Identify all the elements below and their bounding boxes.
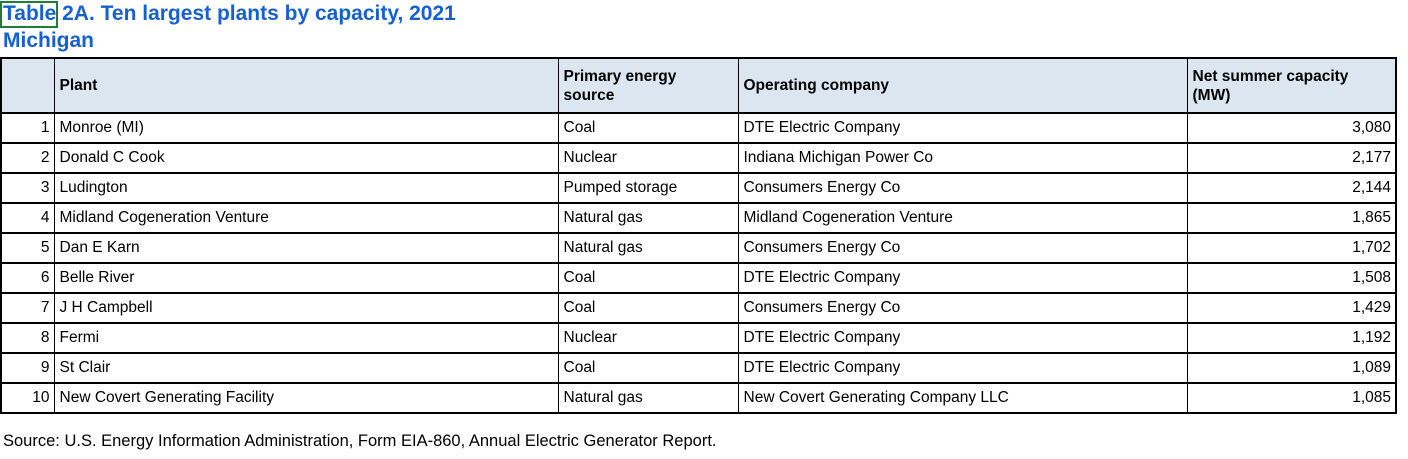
table-row: 3 Ludington Pumped storage Consumers Ene… — [0, 172, 1397, 204]
cell-plant: Belle River — [53, 262, 559, 294]
cell-plant: Monroe (MI) — [53, 112, 559, 144]
cell-energy-source: Coal — [557, 292, 739, 324]
cell-plant: Fermi — [53, 322, 559, 354]
cell-rank: 6 — [0, 262, 55, 294]
cell-plant: Donald C Cook — [53, 142, 559, 174]
cell-rank: 3 — [0, 172, 55, 204]
cell-operating-company: Consumers Energy Co — [737, 172, 1188, 204]
cell-capacity: 1,508 — [1186, 262, 1397, 294]
cell-plant: New Covert Generating Facility — [53, 382, 559, 414]
cell-operating-company: DTE Electric Company — [737, 322, 1188, 354]
table-row: 1 Monroe (MI) Coal DTE Electric Company … — [0, 112, 1397, 144]
cell-capacity: 1,085 — [1186, 382, 1397, 414]
cell-energy-source: Natural gas — [557, 232, 739, 264]
cell-energy-source: Natural gas — [557, 202, 739, 234]
title-block: Table 2A. Ten largest plants by capacity… — [3, 0, 456, 54]
table-row: 7 J H Campbell Coal Consumers Energy Co … — [0, 292, 1397, 324]
column-header-net-summer-capacity: Net summer capacity (MW) — [1186, 57, 1397, 114]
table-row: 9 St Clair Coal DTE Electric Company 1,0… — [0, 352, 1397, 384]
cell-capacity: 1,865 — [1186, 202, 1397, 234]
cell-plant: Dan E Karn — [53, 232, 559, 264]
cell-plant: J H Campbell — [53, 292, 559, 324]
cell-rank: 10 — [0, 382, 55, 414]
table-row: 5 Dan E Karn Natural gas Consumers Energ… — [0, 232, 1397, 264]
cell-energy-source: Coal — [557, 112, 739, 144]
cell-energy-source: Nuclear — [557, 322, 739, 354]
cell-energy-source: Nuclear — [557, 142, 739, 174]
header-row: Plant Primary energy source Operating co… — [0, 57, 1397, 114]
cell-energy-source: Coal — [557, 352, 739, 384]
cell-operating-company: Consumers Energy Co — [737, 232, 1188, 264]
cell-plant: St Clair — [53, 352, 559, 384]
cell-plant: Midland Cogeneration Venture — [53, 202, 559, 234]
cell-rank: 1 — [0, 112, 55, 144]
cell-rank: 5 — [0, 232, 55, 264]
cell-rank: 7 — [0, 292, 55, 324]
table-row: 2 Donald C Cook Nuclear Indiana Michigan… — [0, 142, 1397, 174]
cell-capacity: 3,080 — [1186, 112, 1397, 144]
cell-operating-company: DTE Electric Company — [737, 262, 1188, 294]
cell-plant: Ludington — [53, 172, 559, 204]
column-header-rank — [0, 57, 55, 114]
cell-capacity: 1,702 — [1186, 232, 1397, 264]
table-title: Table 2A. Ten largest plants by capacity… — [3, 2, 456, 25]
cell-energy-source: Coal — [557, 262, 739, 294]
table-row: 6 Belle River Coal DTE Electric Company … — [0, 262, 1397, 294]
column-header-plant: Plant — [53, 57, 559, 114]
cell-operating-company: Midland Cogeneration Venture — [737, 202, 1188, 234]
cell-capacity: 2,144 — [1186, 172, 1397, 204]
cell-operating-company: Consumers Energy Co — [737, 292, 1188, 324]
cell-rank: 2 — [0, 142, 55, 174]
cell-energy-source: Pumped storage — [557, 172, 739, 204]
cell-rank: 4 — [0, 202, 55, 234]
cell-rank: 9 — [0, 352, 55, 384]
table-row: 4 Midland Cogeneration Venture Natural g… — [0, 202, 1397, 234]
table-row: 8 Fermi Nuclear DTE Electric Company 1,1… — [0, 322, 1397, 354]
table-row: 10 New Covert Generating Facility Natura… — [0, 382, 1397, 414]
column-header-operating-company: Operating company — [737, 57, 1188, 114]
cell-rank: 8 — [0, 322, 55, 354]
plants-table: Plant Primary energy source Operating co… — [0, 57, 1397, 414]
column-header-energy-source: Primary energy source — [557, 57, 739, 114]
cell-capacity: 1,192 — [1186, 322, 1397, 354]
cell-operating-company: DTE Electric Company — [737, 112, 1188, 144]
cell-energy-source: Natural gas — [557, 382, 739, 414]
cell-operating-company: New Covert Generating Company LLC — [737, 382, 1188, 414]
cell-capacity: 1,429 — [1186, 292, 1397, 324]
cell-capacity: 2,177 — [1186, 142, 1397, 174]
cell-capacity: 1,089 — [1186, 352, 1397, 384]
source-note: Source: U.S. Energy Information Administ… — [3, 432, 717, 450]
cell-operating-company: DTE Electric Company — [737, 352, 1188, 384]
table-subtitle-state: Michigan — [3, 29, 95, 52]
cell-operating-company: Indiana Michigan Power Co — [737, 142, 1188, 174]
